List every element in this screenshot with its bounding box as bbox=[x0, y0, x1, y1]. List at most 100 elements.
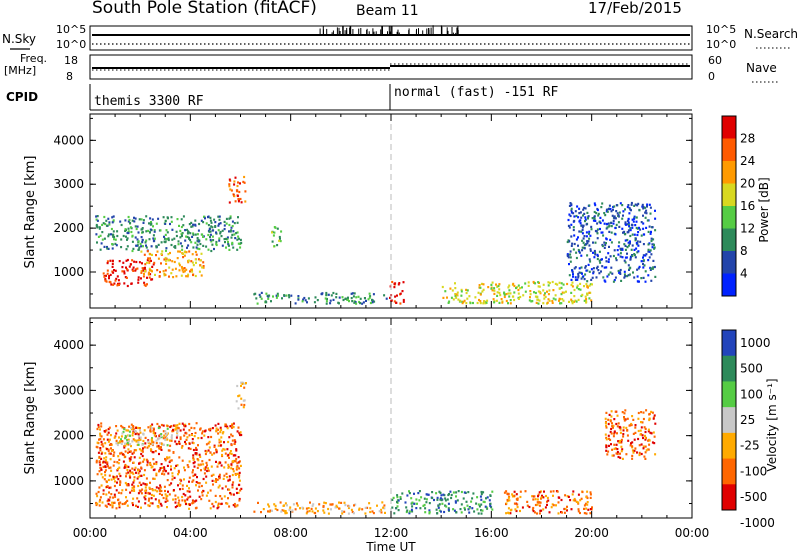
heatmap-cell bbox=[439, 498, 442, 501]
heatmap-cell bbox=[651, 441, 654, 444]
heatmap-cell bbox=[517, 297, 520, 300]
heatmap-cell bbox=[175, 464, 178, 467]
heatmap-cell bbox=[167, 238, 170, 242]
heatmap-cell bbox=[137, 475, 140, 479]
heatmap-cell bbox=[640, 260, 643, 263]
heatmap-cell bbox=[471, 497, 474, 500]
heatmap-cell bbox=[182, 428, 185, 431]
heatmap-cell bbox=[623, 416, 625, 419]
heatmap-cell bbox=[574, 278, 577, 281]
heatmap-cell bbox=[644, 216, 647, 219]
heatmap-cell bbox=[503, 295, 506, 299]
heatmap-cell bbox=[486, 299, 489, 302]
heatmap-cell bbox=[511, 493, 514, 496]
heatmap-cell bbox=[188, 460, 191, 463]
heatmap-cell bbox=[229, 452, 231, 455]
heatmap-cell bbox=[146, 259, 149, 262]
heatmap-cell bbox=[586, 292, 589, 295]
heatmap-cell bbox=[437, 504, 440, 507]
heatmap-cell bbox=[546, 301, 549, 304]
heatmap-cell bbox=[136, 497, 139, 500]
heatmap-cell bbox=[100, 422, 103, 425]
heatmap-cell bbox=[144, 498, 147, 501]
heatmap-cell bbox=[192, 500, 195, 503]
heatmap-cell bbox=[449, 287, 452, 290]
heatmap-cell bbox=[189, 239, 192, 242]
heatmap-cell bbox=[594, 251, 597, 254]
heatmap-cell bbox=[578, 267, 581, 270]
heatmap-cell bbox=[119, 440, 121, 443]
heatmap-cell bbox=[447, 507, 450, 510]
heatmap-cell bbox=[372, 293, 375, 296]
heatmap-cell bbox=[171, 268, 174, 271]
heatmap-cell bbox=[314, 512, 317, 515]
heatmap-cell bbox=[235, 466, 238, 469]
heatmap-cell bbox=[137, 281, 140, 284]
heatmap-cell bbox=[122, 460, 125, 463]
heatmap-cell bbox=[589, 260, 592, 263]
heatmap-cell bbox=[203, 215, 205, 218]
heatmap-cell bbox=[647, 230, 650, 233]
heatmap-cell bbox=[440, 510, 442, 513]
heatmap-cell bbox=[579, 511, 581, 515]
heatmap-cell bbox=[181, 234, 183, 237]
heatmap-cell bbox=[200, 469, 202, 472]
heatmap-cell bbox=[215, 451, 218, 454]
heatmap-cell bbox=[135, 244, 138, 247]
heatmap-cell bbox=[569, 214, 572, 218]
heatmap-cell bbox=[164, 457, 166, 461]
heatmap-cell bbox=[305, 512, 308, 515]
heatmap-cell bbox=[466, 297, 469, 300]
heatmap-cell bbox=[115, 244, 118, 247]
heatmap-cell bbox=[305, 507, 308, 510]
heatmap-cell bbox=[612, 254, 615, 258]
heatmap-cell bbox=[613, 215, 616, 218]
heatmap-cell bbox=[125, 501, 127, 504]
heatmap-cell bbox=[122, 453, 125, 456]
heatmap-cell bbox=[226, 427, 229, 430]
heatmap-cell bbox=[104, 461, 107, 464]
heatmap-cell bbox=[184, 425, 187, 428]
heatmap-cell bbox=[397, 509, 400, 512]
heatmap-cell bbox=[146, 446, 149, 449]
heatmap-cell bbox=[624, 409, 627, 412]
heatmap-cell bbox=[573, 288, 576, 292]
heatmap-cell bbox=[591, 217, 594, 220]
heatmap-cell bbox=[176, 434, 179, 437]
heatmap-cell bbox=[192, 448, 195, 452]
heatmap-cell bbox=[625, 256, 628, 259]
heatmap-cell bbox=[294, 508, 297, 511]
heatmap-cell bbox=[152, 225, 154, 228]
heatmap-cell bbox=[256, 302, 259, 305]
heatmap-cell bbox=[629, 242, 631, 245]
colorbar-tick-label: 12 bbox=[740, 222, 755, 236]
heatmap-cell bbox=[152, 441, 155, 444]
heatmap-cell bbox=[147, 499, 150, 502]
heatmap-cell bbox=[220, 497, 223, 500]
heatmap-cell bbox=[601, 258, 603, 261]
heatmap-cell bbox=[612, 219, 615, 222]
heatmap-cell bbox=[107, 478, 110, 482]
heatmap-cell bbox=[405, 510, 408, 514]
heatmap-cell bbox=[191, 433, 193, 436]
heatmap-cell bbox=[144, 491, 147, 495]
heatmap-cell bbox=[592, 267, 595, 270]
heatmap-cell bbox=[640, 426, 643, 429]
heatmap-cell bbox=[136, 267, 139, 270]
heatmap-cell bbox=[143, 272, 145, 275]
heatmap-cell bbox=[508, 284, 511, 287]
heatmap-cell bbox=[423, 503, 426, 507]
heatmap-cell bbox=[230, 467, 233, 470]
heatmap-cell bbox=[209, 230, 212, 233]
heatmap-cell bbox=[567, 218, 570, 222]
heatmap-cell bbox=[281, 297, 283, 300]
heatmap-cell bbox=[95, 501, 98, 505]
heatmap-cell bbox=[633, 438, 636, 441]
colorbar-swatch bbox=[722, 484, 736, 511]
heatmap-cell bbox=[641, 434, 644, 437]
heatmap-cell bbox=[460, 511, 463, 514]
heatmap-cell bbox=[131, 440, 134, 443]
heatmap-cell bbox=[237, 456, 240, 459]
heatmap-cell bbox=[152, 263, 155, 266]
heatmap-cell bbox=[208, 227, 211, 230]
